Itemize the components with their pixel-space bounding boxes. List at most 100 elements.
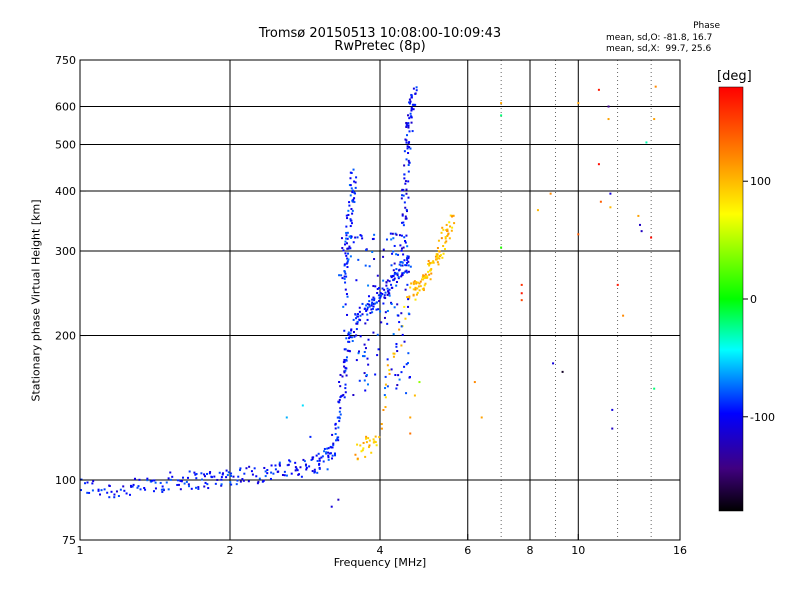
data-point bbox=[445, 223, 448, 226]
data-point bbox=[386, 293, 389, 296]
data-point bbox=[80, 489, 83, 492]
data-point bbox=[373, 233, 376, 236]
data-point bbox=[351, 212, 354, 215]
data-point bbox=[342, 393, 345, 396]
x-tick-label: 10 bbox=[571, 544, 585, 557]
data-point bbox=[426, 276, 429, 279]
data-point bbox=[376, 274, 379, 277]
data-point bbox=[406, 261, 409, 264]
data-point bbox=[358, 350, 361, 353]
data-point bbox=[318, 459, 321, 462]
data-point bbox=[346, 260, 349, 263]
data-point bbox=[345, 225, 348, 228]
data-point bbox=[386, 385, 389, 388]
data-point bbox=[417, 285, 420, 288]
data-point bbox=[108, 484, 111, 487]
data-point bbox=[395, 387, 398, 390]
data-point bbox=[176, 483, 179, 486]
data-point bbox=[397, 276, 400, 279]
data-point bbox=[382, 248, 385, 251]
data-point bbox=[419, 285, 422, 288]
data-point bbox=[350, 235, 353, 238]
data-point bbox=[369, 312, 372, 315]
data-point bbox=[448, 237, 451, 240]
data-point bbox=[438, 257, 441, 260]
data-point bbox=[407, 163, 410, 166]
data-point bbox=[341, 394, 344, 397]
data-point bbox=[230, 474, 233, 477]
data-point bbox=[197, 487, 200, 490]
data-point bbox=[294, 466, 297, 469]
data-point bbox=[401, 194, 404, 197]
data-point bbox=[412, 282, 415, 285]
data-point bbox=[371, 238, 374, 241]
data-point bbox=[344, 240, 347, 243]
data-point bbox=[412, 293, 415, 296]
data-point bbox=[343, 365, 346, 368]
data-point bbox=[365, 375, 368, 378]
data-point bbox=[266, 472, 269, 475]
data-point bbox=[341, 375, 344, 378]
data-point bbox=[379, 295, 382, 298]
data-point bbox=[343, 275, 346, 278]
data-point bbox=[412, 87, 415, 90]
data-point bbox=[392, 274, 395, 277]
data-point bbox=[408, 130, 411, 133]
data-point bbox=[609, 206, 612, 209]
data-point bbox=[424, 273, 427, 276]
data-point bbox=[398, 263, 401, 266]
data-point bbox=[239, 467, 242, 470]
data-point bbox=[188, 470, 191, 473]
data-point bbox=[388, 369, 391, 372]
data-point bbox=[355, 317, 358, 320]
data-point bbox=[335, 439, 338, 442]
data-point bbox=[410, 107, 413, 110]
data-point bbox=[364, 264, 367, 267]
data-point bbox=[352, 168, 355, 171]
data-point bbox=[436, 256, 439, 259]
data-point bbox=[391, 252, 394, 255]
data-point bbox=[418, 282, 421, 285]
data-point bbox=[257, 480, 260, 483]
data-point bbox=[383, 316, 386, 319]
data-point bbox=[363, 379, 366, 382]
data-point bbox=[402, 194, 405, 197]
data-point bbox=[347, 340, 350, 343]
data-point bbox=[195, 477, 198, 480]
data-point bbox=[336, 416, 339, 419]
data-point bbox=[263, 466, 266, 469]
data-point bbox=[375, 444, 378, 447]
data-point bbox=[283, 474, 286, 477]
data-point bbox=[430, 268, 433, 271]
data-point bbox=[171, 475, 174, 478]
data-point bbox=[451, 215, 454, 218]
data-point bbox=[216, 478, 219, 481]
data-point bbox=[415, 282, 418, 285]
data-point bbox=[169, 471, 172, 474]
data-point bbox=[288, 459, 291, 462]
data-point bbox=[177, 483, 180, 486]
data-point bbox=[373, 258, 376, 261]
data-point bbox=[348, 337, 351, 340]
data-point bbox=[295, 467, 298, 470]
data-point bbox=[130, 485, 133, 488]
data-point bbox=[210, 476, 213, 479]
data-point bbox=[375, 308, 378, 311]
data-point bbox=[597, 163, 600, 166]
data-point bbox=[366, 308, 369, 311]
data-point bbox=[301, 404, 304, 407]
data-point bbox=[237, 475, 240, 478]
data-point bbox=[366, 357, 369, 360]
data-point bbox=[500, 246, 503, 249]
data-point bbox=[410, 282, 413, 285]
data-point bbox=[365, 435, 368, 438]
data-point bbox=[381, 292, 384, 295]
data-point bbox=[404, 317, 407, 320]
data-point bbox=[480, 416, 483, 419]
data-point bbox=[345, 293, 348, 296]
data-point bbox=[344, 369, 347, 372]
data-point bbox=[341, 247, 344, 250]
colorbar-tick-label: 0 bbox=[750, 293, 757, 306]
data-point bbox=[277, 470, 280, 473]
data-point bbox=[393, 352, 396, 355]
